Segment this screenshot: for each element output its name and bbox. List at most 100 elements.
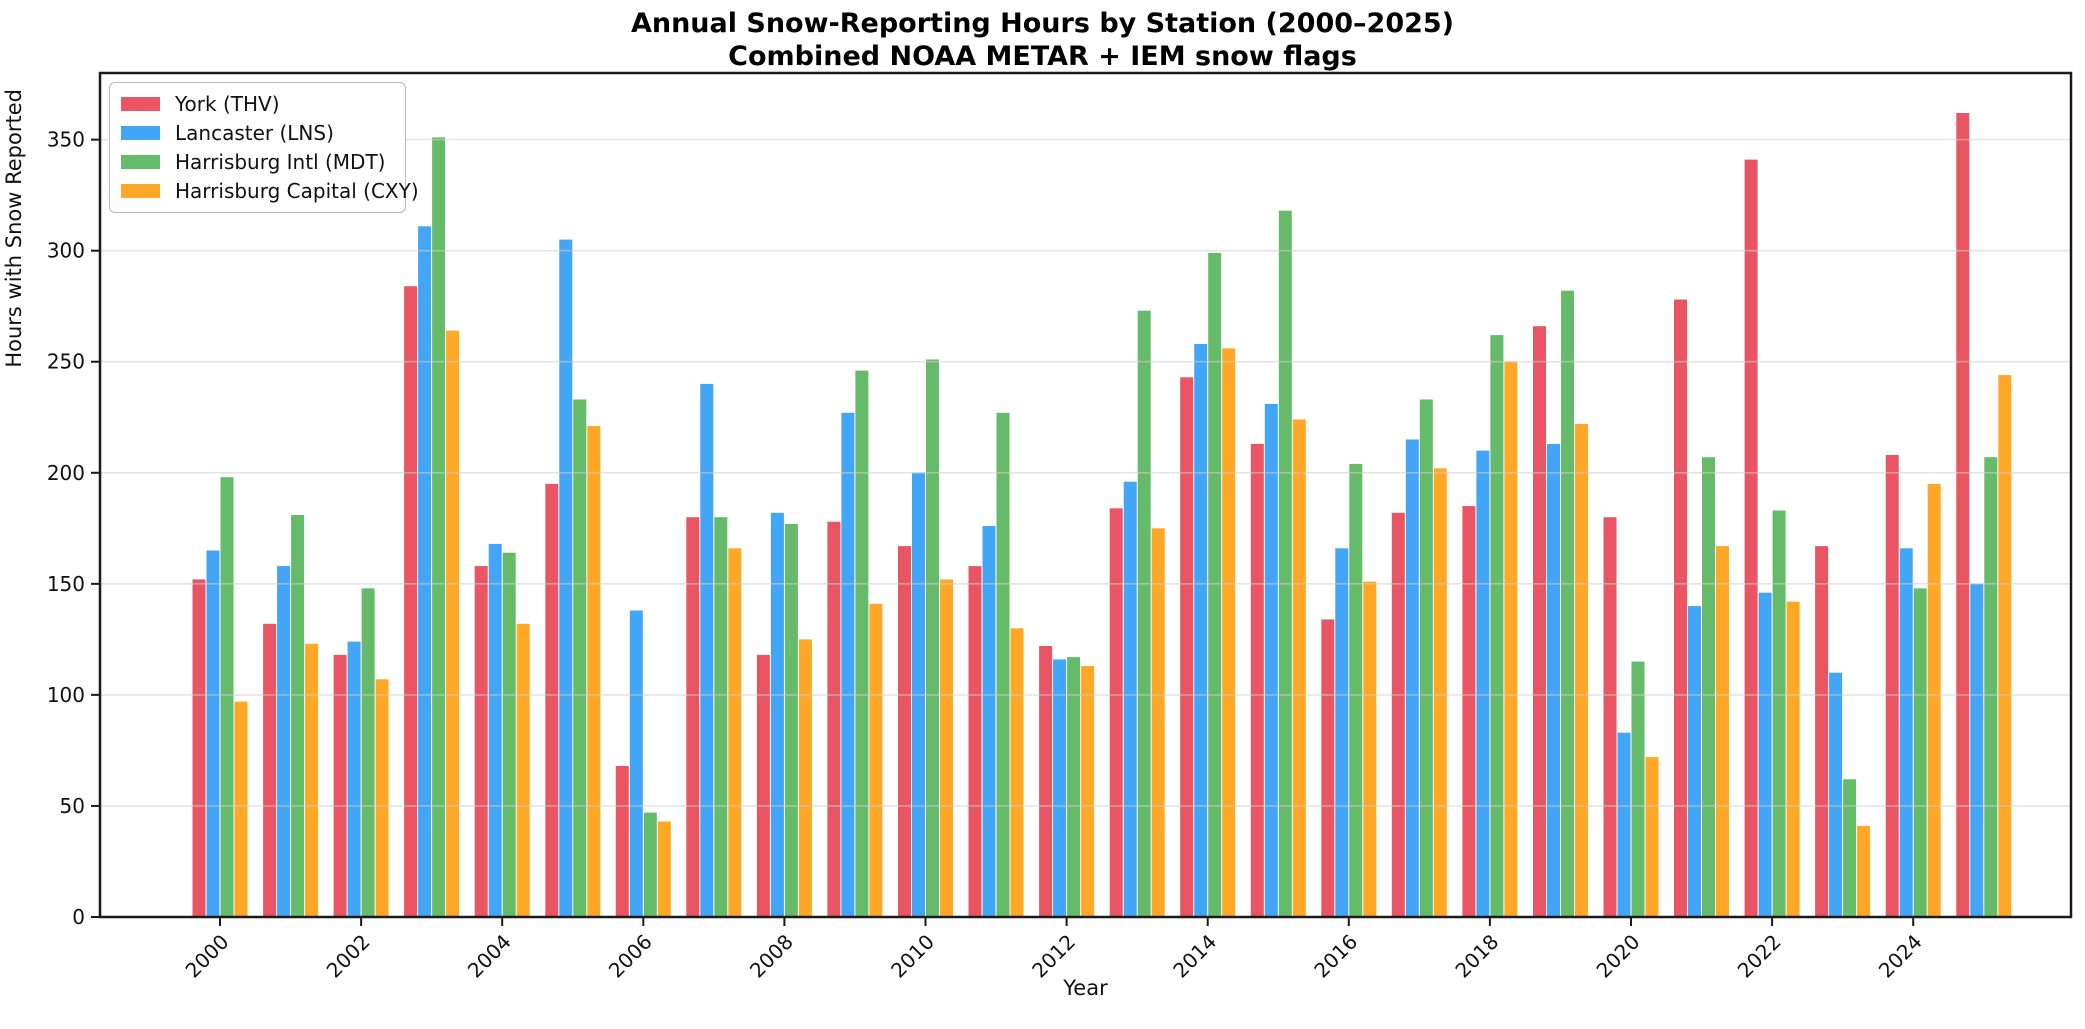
y-tick-label-0: 0 <box>72 905 85 929</box>
bar-2018-harrisburg-capital-cxy <box>1504 361 1518 917</box>
x-tick-label-2016: 2016 <box>1309 930 1362 983</box>
x-tick-label-2022: 2022 <box>1733 930 1786 983</box>
bar-2020-harrisburg-intl-mdt <box>1631 661 1645 917</box>
bar-2011-harrisburg-capital-cxy <box>1010 628 1024 917</box>
legend-item-york-thv: York (THV) <box>121 92 391 116</box>
bar-2000-harrisburg-intl-mdt <box>220 477 234 917</box>
bar-2001-harrisburg-intl-mdt <box>291 515 305 917</box>
bar-2017-york-thv <box>1391 512 1405 917</box>
bar-2001-york-thv <box>263 623 277 917</box>
bar-2013-lancaster-lns <box>1123 481 1137 917</box>
bar-2007-harrisburg-capital-cxy <box>728 548 742 917</box>
bar-2021-harrisburg-capital-cxy <box>1716 546 1729 917</box>
bar-2012-lancaster-lns <box>1053 659 1067 917</box>
bar-2018-york-thv <box>1462 506 1476 917</box>
bar-2022-lancaster-lns <box>1758 592 1772 917</box>
bar-2005-harrisburg-intl-mdt <box>573 399 587 917</box>
bar-2007-york-thv <box>686 517 700 917</box>
chart-subtitle: Combined NOAA METAR + IEM snow flags <box>728 41 1357 72</box>
x-tick-label-2020: 2020 <box>1592 930 1645 983</box>
x-tick-label-2010: 2010 <box>886 930 939 983</box>
legend-swatch-harrisburg-capital-cxy <box>121 184 160 198</box>
bar-2023-harrisburg-intl-mdt <box>1843 779 1857 917</box>
bar-2009-lancaster-lns <box>841 412 855 917</box>
bar-2005-york-thv <box>545 483 559 917</box>
bar-2022-harrisburg-intl-mdt <box>1772 510 1786 917</box>
bar-2000-lancaster-lns <box>206 550 220 917</box>
bar-2015-harrisburg-intl-mdt <box>1278 210 1292 917</box>
x-tick-label-2000: 2000 <box>181 930 234 983</box>
legend-item-harrisburg-capital-cxy: Harrisburg Capital (CXY) <box>121 179 419 203</box>
legend-swatch-york-thv <box>121 97 160 111</box>
bar-2002-harrisburg-capital-cxy <box>375 679 389 917</box>
chart-title: Annual Snow-Reporting Hours by Station (… <box>630 8 1455 39</box>
bar-2006-harrisburg-capital-cxy <box>657 821 671 917</box>
bar-2023-york-thv <box>1815 546 1829 917</box>
bar-2006-york-thv <box>615 766 629 917</box>
bar-2004-harrisburg-capital-cxy <box>516 623 530 917</box>
legend-label-harrisburg-intl-mdt: Harrisburg Intl (MDT) <box>175 150 386 174</box>
bar-2017-lancaster-lns <box>1405 439 1419 917</box>
bar-2004-harrisburg-intl-mdt <box>502 552 516 917</box>
y-tick-label-250: 250 <box>47 350 85 374</box>
bar-2021-lancaster-lns <box>1688 606 1701 917</box>
y-axis-label: Hours with Snow Reported <box>2 89 26 368</box>
bar-2007-lancaster-lns <box>700 383 714 917</box>
y-tick-label-50: 50 <box>60 794 85 818</box>
bar-2000-harrisburg-capital-cxy <box>234 701 248 917</box>
bar-2013-york-thv <box>1109 508 1123 917</box>
bar-2020-harrisburg-capital-cxy <box>1645 757 1659 917</box>
x-tick-label-2002: 2002 <box>322 930 375 983</box>
y-tick-label-350: 350 <box>47 128 85 152</box>
bar-2003-harrisburg-capital-cxy <box>446 330 460 918</box>
bar-2012-harrisburg-capital-cxy <box>1081 666 1095 917</box>
legend-label-harrisburg-capital-cxy: Harrisburg Capital (CXY) <box>175 179 419 203</box>
bar-2004-lancaster-lns <box>488 543 502 917</box>
bar-2007-harrisburg-intl-mdt <box>714 517 728 917</box>
bar-2025-harrisburg-intl-mdt <box>1984 457 1998 917</box>
bar-2003-lancaster-lns <box>418 226 432 918</box>
legend-swatch-harrisburg-intl-mdt <box>121 155 160 169</box>
bar-2010-york-thv <box>898 546 911 917</box>
bar-2024-harrisburg-intl-mdt <box>1913 588 1927 917</box>
bar-2006-harrisburg-intl-mdt <box>643 812 657 917</box>
bar-2013-harrisburg-capital-cxy <box>1151 528 1165 917</box>
x-tick-label-2024: 2024 <box>1874 930 1927 983</box>
bar-2008-york-thv <box>756 654 770 917</box>
bar-2022-harrisburg-capital-cxy <box>1786 601 1800 917</box>
bar-2009-harrisburg-capital-cxy <box>869 603 883 917</box>
x-tick-label-2006: 2006 <box>604 930 657 983</box>
bar-2009-harrisburg-intl-mdt <box>855 370 869 918</box>
legend-label-york-thv: York (THV) <box>175 92 280 116</box>
bar-2024-harrisburg-capital-cxy <box>1927 483 1941 917</box>
bar-2002-harrisburg-intl-mdt <box>361 588 375 917</box>
bar-2011-lancaster-lns <box>982 526 996 917</box>
bar-2025-lancaster-lns <box>1970 583 1984 917</box>
bar-2015-lancaster-lns <box>1264 403 1278 917</box>
bar-2014-lancaster-lns <box>1194 344 1208 917</box>
bar-2001-harrisburg-capital-cxy <box>305 643 319 917</box>
bar-2003-harrisburg-intl-mdt <box>432 137 446 917</box>
bar-2012-york-thv <box>1039 646 1053 917</box>
x-tick-label-2008: 2008 <box>745 930 798 983</box>
x-tick-label-2014: 2014 <box>1168 930 1221 983</box>
bar-2019-harrisburg-capital-cxy <box>1575 423 1588 917</box>
bar-2018-lancaster-lns <box>1476 450 1490 917</box>
bar-2011-york-thv <box>968 566 982 917</box>
bar-2014-york-thv <box>1180 377 1194 917</box>
bar-2024-lancaster-lns <box>1899 548 1913 917</box>
legend-swatch-lancaster-lns <box>121 126 160 140</box>
bar-2005-harrisburg-capital-cxy <box>587 426 601 917</box>
y-tick-label-300: 300 <box>47 239 85 263</box>
bar-2012-harrisburg-intl-mdt <box>1067 657 1081 917</box>
bar-2000-york-thv <box>192 579 206 917</box>
y-tick-label-100: 100 <box>47 683 85 707</box>
legend: York (THV) Lancaster (LNS) Harrisburg Intl… <box>109 82 419 213</box>
bar-2016-harrisburg-capital-cxy <box>1363 581 1377 917</box>
bar-2002-york-thv <box>333 654 347 917</box>
x-tick-label-2012: 2012 <box>1027 930 1080 983</box>
y-tick-label-200: 200 <box>47 461 85 485</box>
bar-2008-harrisburg-capital-cxy <box>798 639 812 917</box>
